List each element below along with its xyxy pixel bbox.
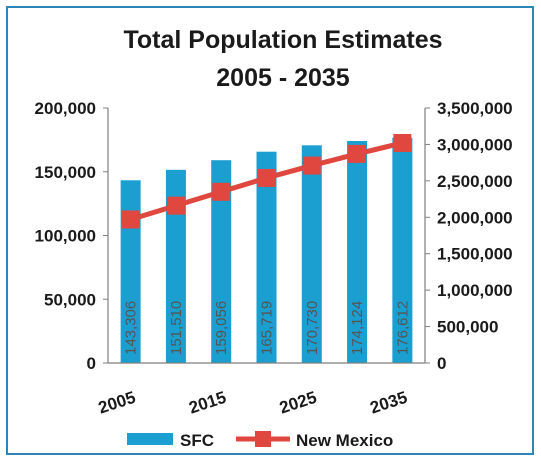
sfc-bar: [301, 145, 322, 363]
right-tick-label: 500,000: [437, 318, 498, 337]
left-y-axis: 0 50,000 100,000 150,000 200,000: [35, 99, 109, 373]
legend-nm-label: New Mexico: [296, 431, 393, 450]
legend-nm-marker: [255, 431, 271, 447]
right-tick-label: 2,000,000: [437, 208, 513, 227]
sfc-data-label: 176,612: [394, 301, 411, 355]
new-mexico-marker: [302, 156, 321, 175]
left-tick-label: 150,000: [35, 163, 96, 182]
x-tick-label: 2025: [277, 388, 319, 418]
x-axis: 2005 2015 2025 2035: [96, 362, 425, 418]
right-tick-label: 2,500,000: [437, 172, 513, 191]
right-tick-label: 1,000,000: [437, 281, 513, 300]
left-tick-label: 50,000: [44, 290, 96, 309]
sfc-data-label: 159,056: [213, 301, 230, 355]
right-y-axis: 0 500,000 1,000,000 1,500,000 2,000,000 2,500…: [424, 99, 513, 373]
new-mexico-marker: [212, 182, 231, 201]
sfc-data-label: 151,510: [168, 301, 185, 355]
new-mexico-marker: [121, 210, 140, 229]
new-mexico-marker: [393, 133, 412, 152]
right-tick-label: 3,000,000: [437, 135, 513, 154]
chart-title: Total Population Estimates: [123, 26, 442, 54]
sfc-bar: [165, 169, 186, 363]
left-tick-label: 0: [87, 354, 96, 373]
sfc-data-label: 174,124: [349, 301, 366, 355]
left-tick-label: 100,000: [35, 227, 96, 246]
sfc-bar: [347, 140, 368, 363]
new-mexico-marker: [348, 144, 367, 163]
legend-sfc-swatch: [127, 433, 173, 445]
right-tick-label: 3,500,000: [437, 99, 513, 118]
legend: SFC New Mexico: [127, 431, 393, 450]
sfc-bars: [120, 137, 413, 363]
new-mexico-marker: [166, 196, 185, 215]
bar-data-labels: 143,306 151,510 159,056 165,719 170,730 174,1…: [123, 301, 412, 355]
new-mexico-marker: [257, 168, 276, 187]
sfc-data-label: 165,719: [259, 301, 276, 355]
sfc-bar: [392, 137, 413, 363]
sfc-data-label: 143,306: [123, 301, 140, 355]
right-tick-label: 0: [437, 354, 446, 373]
right-tick-label: 1,500,000: [437, 245, 513, 264]
x-tick-label: 2015: [187, 388, 229, 418]
x-tick-label: 2005: [96, 388, 138, 418]
sfc-bar: [256, 151, 277, 363]
legend-sfc-label: SFC: [180, 431, 214, 450]
sfc-bar: [211, 160, 232, 363]
left-tick-label: 200,000: [35, 99, 96, 118]
chart-subtitle: 2005 - 2035: [216, 64, 350, 92]
sfc-data-label: 170,730: [304, 301, 321, 355]
x-tick-label: 2035: [368, 388, 410, 418]
new-mexico-line: [121, 133, 412, 229]
